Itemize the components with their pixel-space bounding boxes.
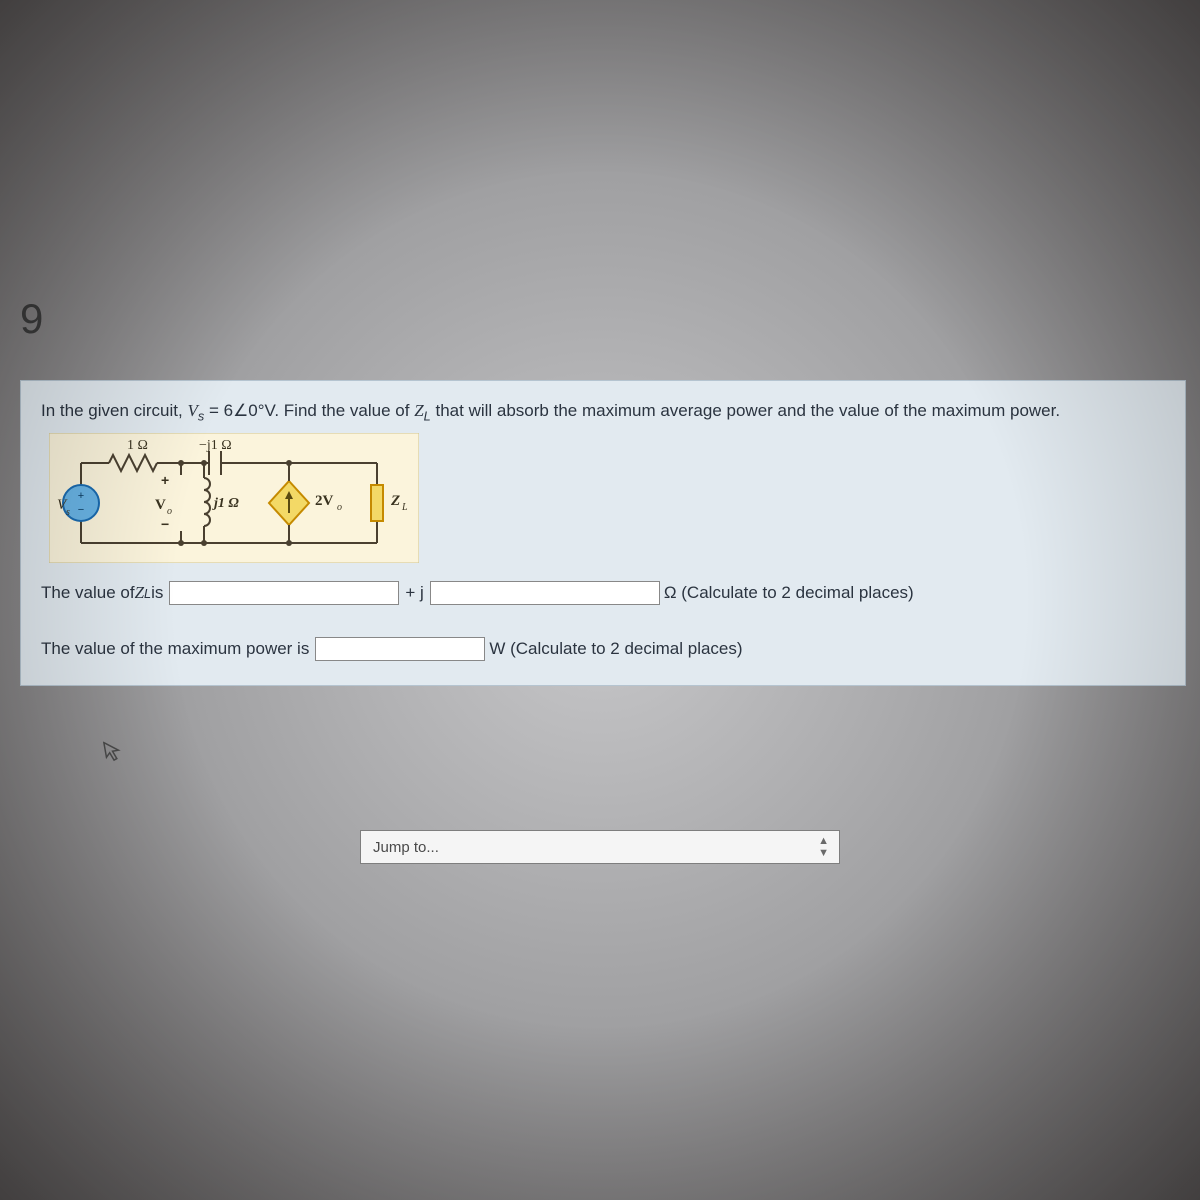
svg-text:1 Ω: 1 Ω xyxy=(127,438,148,453)
zl-sub-2: L xyxy=(144,586,151,601)
source-minus: − xyxy=(78,504,84,516)
svg-text:Z: Z xyxy=(390,493,400,509)
source-plus: + xyxy=(78,490,84,502)
svg-text:o: o xyxy=(167,506,172,517)
question-number: 9 xyxy=(20,295,43,343)
zl-sub: L xyxy=(424,408,431,423)
prompt-suffix: that will absorb the maximum average pow… xyxy=(431,401,1060,420)
svg-text:−: − xyxy=(161,516,169,532)
plus-j: + j xyxy=(405,583,423,603)
svg-text:s: s xyxy=(66,507,70,518)
svg-text:−j1 Ω: −j1 Ω xyxy=(199,438,232,453)
svg-text:+: + xyxy=(161,472,169,488)
power-prefix: The value of the maximum power is xyxy=(41,639,309,659)
jump-to-dropdown[interactable]: Jump to... ▲▼ xyxy=(360,830,840,864)
svg-text:2V: 2V xyxy=(315,493,334,509)
svg-text:j1 Ω: j1 Ω xyxy=(212,496,239,511)
svg-text:L: L xyxy=(401,502,408,513)
vs-value: = 6∠0°V. Find the value of xyxy=(204,401,414,420)
prompt-prefix: In the given circuit, xyxy=(41,401,187,420)
cursor-icon xyxy=(103,739,126,770)
zl-symbol: Z xyxy=(414,401,423,420)
chevron-updown-icon: ▲▼ xyxy=(818,835,827,859)
zl-imag-input[interactable] xyxy=(430,581,660,605)
circuit-diagram: + − V s + − V o 2V o xyxy=(49,433,419,563)
zl-real-input[interactable] xyxy=(169,581,399,605)
svg-text:V: V xyxy=(155,497,166,513)
dropdown-label: Jump to... xyxy=(373,839,439,856)
vs-symbol: V xyxy=(187,401,197,420)
power-unit-hint: W (Calculate to 2 decimal places) xyxy=(489,639,742,659)
power-input[interactable] xyxy=(315,637,485,661)
zl-prefix: The value of xyxy=(41,583,135,603)
zl-sym-2: Z xyxy=(135,583,144,603)
zl-is: is xyxy=(151,583,163,603)
question-panel: In the given circuit, Vs = 6∠0°V. Find t… xyxy=(20,380,1186,686)
svg-text:o: o xyxy=(337,502,342,513)
question-prompt: In the given circuit, Vs = 6∠0°V. Find t… xyxy=(41,399,1165,425)
zl-unit-hint: Ω (Calculate to 2 decimal places) xyxy=(664,583,914,603)
answer-row-power: The value of the maximum power is W (Cal… xyxy=(41,637,1165,661)
answer-row-zl: The value of ZL is + j Ω (Calculate to 2… xyxy=(41,581,1165,605)
